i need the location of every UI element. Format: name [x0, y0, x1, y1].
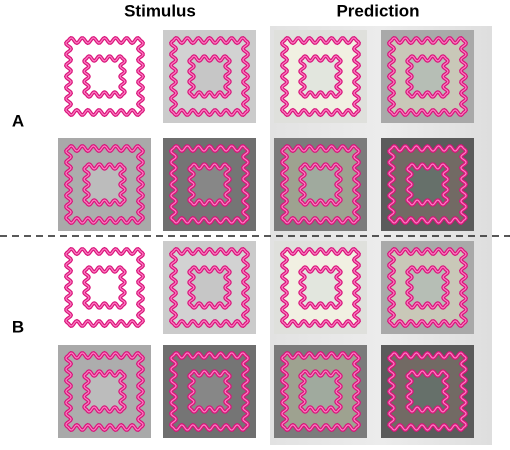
stimulus-tile: [163, 241, 256, 334]
wavy-highlight: [170, 37, 249, 116]
wavy-highlight: [65, 352, 144, 431]
ring: [281, 352, 360, 431]
ring: [170, 37, 249, 116]
inner-square: [189, 371, 230, 412]
wavy-highlight: [170, 145, 249, 224]
wavy-highlight: [299, 266, 342, 309]
wavy-highlight: [170, 352, 249, 431]
column-title: Stimulus: [124, 1, 196, 20]
stimulus-tile: [63, 35, 146, 118]
wavy-highlight: [83, 163, 126, 206]
wavy-highlight: [65, 37, 144, 116]
ring: [65, 37, 144, 116]
inner-square: [189, 56, 230, 97]
panel-label: A: [12, 111, 24, 130]
wavy-highlight: [83, 370, 126, 413]
inner-square: [300, 164, 341, 205]
ring: [388, 37, 467, 116]
wavy-highlight: [170, 248, 249, 327]
wavy-highlight: [388, 37, 467, 116]
stimulus-tile: [163, 138, 256, 231]
tiles: [58, 30, 474, 438]
wavy-highlight: [299, 370, 342, 413]
wavy-highlight: [388, 248, 467, 327]
stimulus-tile: [381, 30, 474, 123]
wavy-highlight: [281, 248, 360, 327]
stimulus-tile: [58, 138, 151, 231]
wavy-highlight: [299, 55, 342, 98]
inner-square: [407, 371, 448, 412]
inner-square: [84, 371, 125, 412]
ring: [65, 352, 144, 431]
stimulus-tile: [381, 138, 474, 231]
ring: [281, 37, 360, 116]
wavy-highlight: [281, 352, 360, 431]
inner-square: [407, 56, 448, 97]
wavy-highlight: [281, 145, 360, 224]
ring: [170, 248, 249, 327]
inner-square: [84, 267, 125, 308]
stimulus-tile: [274, 30, 367, 123]
stimulus-tile: [58, 345, 151, 438]
stimulus-tile: [381, 241, 474, 334]
stimulus-tile: [274, 345, 367, 438]
inner-square: [189, 267, 230, 308]
wavy-highlight: [83, 266, 126, 309]
stimulus-tile: [163, 345, 256, 438]
inner-square: [300, 371, 341, 412]
ring: [281, 145, 360, 224]
ring: [65, 248, 144, 327]
wavy-highlight: [281, 37, 360, 116]
inner-square: [407, 164, 448, 205]
wavy-highlight: [83, 55, 126, 98]
wavy-highlight: [388, 352, 467, 431]
ring: [170, 145, 249, 224]
stimulus-tile: [163, 30, 256, 123]
inner-square: [189, 164, 230, 205]
ring: [388, 352, 467, 431]
wavy-highlight: [65, 248, 144, 327]
stimulus-tile: [274, 241, 367, 334]
wavy-highlight: [65, 145, 144, 224]
wavy-highlight: [406, 163, 449, 206]
column-title: Prediction: [336, 1, 419, 20]
panel-label: B: [12, 317, 24, 336]
wavy-highlight: [406, 370, 449, 413]
stimulus-tile: [381, 345, 474, 438]
wavy-highlight: [188, 266, 231, 309]
wavy-highlight: [388, 145, 467, 224]
wavy-highlight: [188, 370, 231, 413]
ring: [388, 248, 467, 327]
wavy-highlight: [406, 266, 449, 309]
inner-square: [300, 56, 341, 97]
inner-square: [84, 164, 125, 205]
inner-square: [84, 56, 125, 97]
inner-square: [300, 267, 341, 308]
ring: [170, 352, 249, 431]
stimulus-tile: [63, 246, 146, 329]
wavy-highlight: [299, 163, 342, 206]
wavy-highlight: [188, 55, 231, 98]
wavy-highlight: [188, 163, 231, 206]
inner-square: [407, 267, 448, 308]
stimulus-tile: [274, 138, 367, 231]
ring: [388, 145, 467, 224]
ring: [281, 248, 360, 327]
wavy-highlight: [406, 55, 449, 98]
ring: [65, 145, 144, 224]
